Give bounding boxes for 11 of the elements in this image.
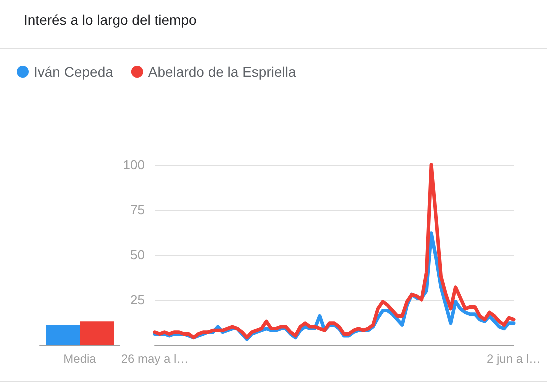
y-tick-label: 100: [123, 158, 145, 172]
x-tick-label: 2 jun a l…: [486, 352, 542, 366]
y-tick-label: 25: [130, 292, 145, 308]
legend-label: Iván Cepeda: [34, 64, 114, 80]
chart-title: Interés a lo largo del tiempo: [24, 12, 197, 28]
legend-label: Abelardo de la Espriella: [148, 64, 296, 80]
y-tick-label: 50: [130, 248, 145, 262]
x-tick-label: Media: [64, 352, 97, 366]
line-series: [153, 163, 516, 340]
x-tick-label: 26 may a l…: [121, 352, 189, 366]
y-tick-label: 75: [130, 202, 145, 218]
